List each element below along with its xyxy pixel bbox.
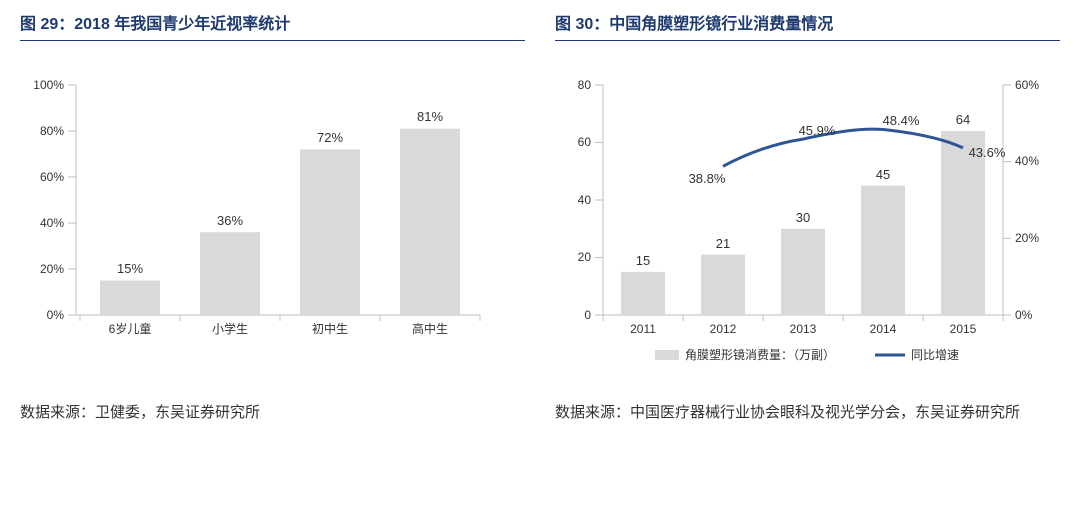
right-source: 数据来源：中国医疗器械行业协会眼科及视光学分会，东吴证券研究所 bbox=[555, 395, 1060, 431]
rxc-0: 2011 bbox=[630, 322, 656, 336]
bar-label-2: 72% bbox=[317, 130, 343, 145]
right-yticks-right: 0% 20% 40% 60% bbox=[1003, 78, 1039, 322]
ytick-0: 0% bbox=[47, 308, 65, 322]
growth-line bbox=[723, 129, 963, 166]
ryr-1: 20% bbox=[1015, 231, 1039, 245]
ll-1: 45.9% bbox=[799, 123, 836, 138]
rxc-3: 2014 bbox=[870, 322, 897, 336]
rxc-2: 2013 bbox=[790, 322, 817, 336]
ll-2: 48.4% bbox=[883, 113, 920, 128]
right-title: 图 30：中国角膜塑形镜行业消费量情况 bbox=[555, 10, 1060, 41]
xcat-3: 高中生 bbox=[412, 321, 448, 336]
legend-bar-text: 角膜塑形镜消费量：（万副） bbox=[685, 347, 835, 362]
left-title: 图 29：2018 年我国青少年近视率统计 bbox=[20, 10, 525, 41]
xcat-0: 6岁儿童 bbox=[109, 321, 152, 336]
left-xticks: 6岁儿童 小学生 初中生 高中生 bbox=[80, 315, 480, 336]
left-yticks: 0% 20% 40% 60% 80% 100% bbox=[33, 78, 76, 322]
left-chart: 0% 20% 40% 60% 80% 100% 15% 36% 72% 81% bbox=[20, 55, 525, 355]
rbl-3: 45 bbox=[876, 167, 890, 182]
xcat-2: 初中生 bbox=[312, 321, 348, 336]
left-source: 数据来源：卫健委，东吴证券研究所 bbox=[20, 395, 525, 431]
ytick-2: 40% bbox=[40, 216, 64, 230]
ll-0: 38.8% bbox=[689, 171, 726, 186]
ryl-0: 0 bbox=[584, 308, 591, 322]
right-chart: 0 20 40 60 80 0% 20% 40% 60% 15 21 bbox=[555, 55, 1060, 355]
rxc-1: 2012 bbox=[710, 322, 737, 336]
ytick-3: 60% bbox=[40, 170, 64, 184]
rbl-1: 21 bbox=[716, 236, 730, 251]
ryl-2: 40 bbox=[578, 193, 592, 207]
bar-label-3: 81% bbox=[417, 109, 443, 124]
left-bars: 15% 36% 72% 81% bbox=[100, 109, 460, 315]
right-xticks: 2011 2012 2013 2014 2015 bbox=[603, 315, 1003, 336]
ryr-2: 40% bbox=[1015, 154, 1039, 168]
right-panel: 图 30：中国角膜塑形镜行业消费量情况 0 20 40 60 80 0% 20%… bbox=[555, 10, 1060, 431]
right-bars: 15 21 30 45 64 bbox=[621, 112, 985, 315]
legend-line-text: 同比增速 bbox=[911, 348, 959, 362]
bar-label-1: 36% bbox=[217, 213, 243, 228]
ryr-3: 60% bbox=[1015, 78, 1039, 92]
ryl-1: 20 bbox=[578, 250, 592, 264]
ytick-5: 100% bbox=[33, 78, 64, 92]
right-svg: 0 20 40 60 80 0% 20% 40% 60% 15 21 bbox=[555, 55, 1055, 375]
right-legend: 角膜塑形镜消费量：（万副） 同比增速 bbox=[655, 347, 959, 362]
rbl-0: 15 bbox=[636, 253, 650, 268]
rxc-4: 2015 bbox=[950, 322, 977, 336]
charts-container: 图 29：2018 年我国青少年近视率统计 0% 20% 40% 60% 80%… bbox=[0, 0, 1080, 441]
bar-label-0: 15% bbox=[117, 261, 143, 276]
ryl-3: 60 bbox=[578, 135, 592, 149]
ytick-1: 20% bbox=[40, 262, 64, 276]
ll-3: 43.6% bbox=[969, 145, 1006, 160]
left-panel: 图 29：2018 年我国青少年近视率统计 0% 20% 40% 60% 80%… bbox=[20, 10, 525, 431]
ryl-4: 80 bbox=[578, 78, 592, 92]
xcat-1: 小学生 bbox=[212, 321, 248, 336]
left-svg: 0% 20% 40% 60% 80% 100% 15% 36% 72% 81% bbox=[20, 55, 500, 355]
ytick-4: 80% bbox=[40, 124, 64, 138]
ryr-0: 0% bbox=[1015, 308, 1033, 322]
rbl-2: 30 bbox=[796, 210, 810, 225]
right-yticks-left: 0 20 40 60 80 bbox=[578, 78, 603, 322]
rbl-4: 64 bbox=[956, 112, 970, 127]
